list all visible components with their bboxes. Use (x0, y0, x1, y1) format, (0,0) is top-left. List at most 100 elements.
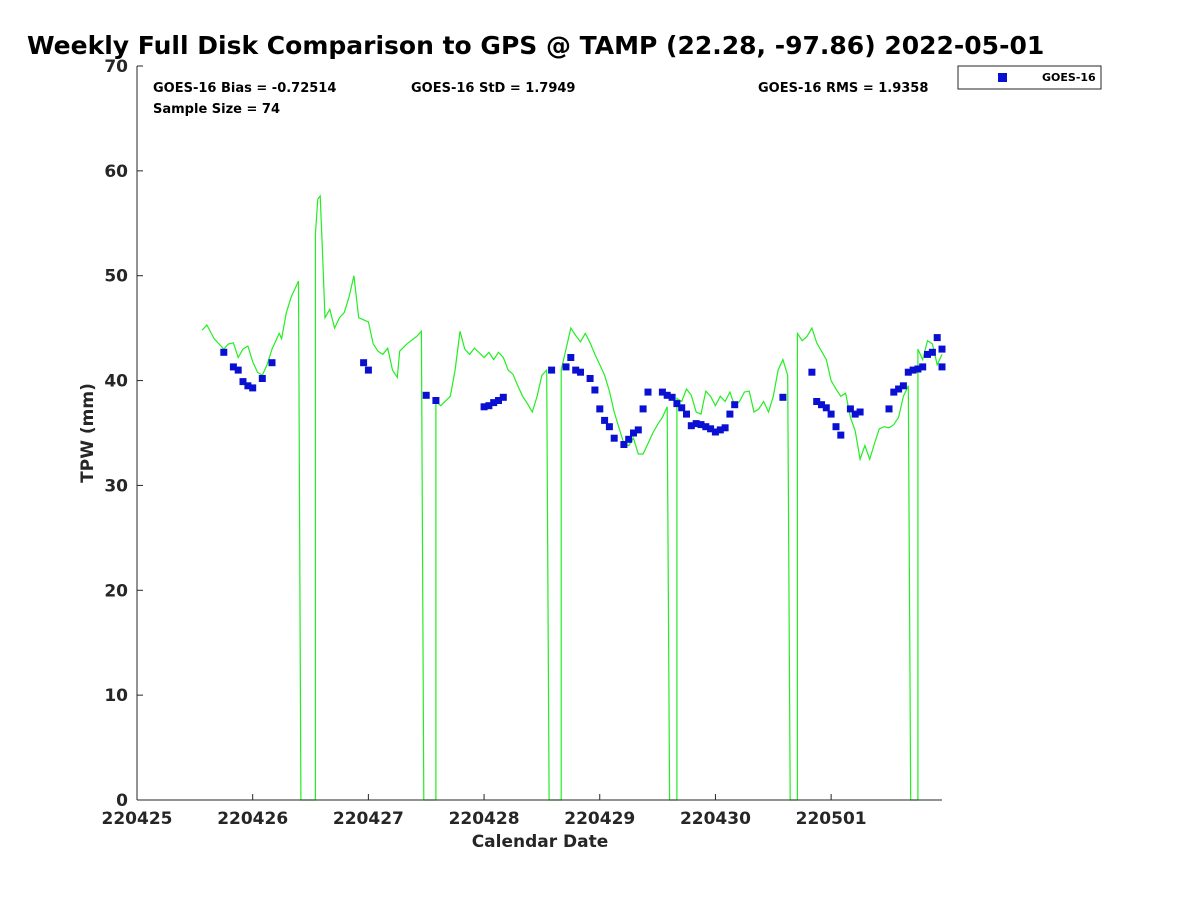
x-axis-ticks: 220425 220426 220427 220428 220429 220430 2205… (102, 794, 867, 829)
y-tick-label: 50 (104, 267, 128, 287)
y-tick-label: 20 (104, 581, 128, 601)
goes-16-point (239, 378, 247, 386)
goes-16-point (909, 366, 917, 374)
goes-16-point (914, 365, 922, 373)
y-tick-label: 0 (116, 791, 128, 811)
goes-16-point (832, 423, 840, 431)
goes-16-point (572, 366, 580, 374)
goes-16-point (928, 348, 936, 356)
legend-marker-goes-16 (998, 73, 1007, 82)
goes-16-point (808, 368, 816, 376)
goes-16-point (596, 405, 604, 413)
goes-16-point (577, 368, 584, 376)
goes-16-point (668, 393, 676, 401)
goes-16-point (625, 435, 633, 443)
goes-16-point (885, 405, 893, 413)
goes-16-point (924, 350, 931, 358)
legend: GOES-16 (957, 65, 1102, 90)
goes-16-point (630, 429, 637, 437)
goes-16-point (846, 405, 854, 413)
goes-16-point (822, 404, 830, 412)
axes: 0 10 20 30 40 50 60 70 220425 220426 220427 220428… (102, 57, 942, 829)
goes-16-point (268, 359, 276, 367)
x-axis-label: Calendar Date (472, 832, 609, 852)
goes-16-point (687, 422, 695, 430)
legend-entry-goes-16: GOES-16 (1042, 71, 1096, 84)
y-axis-label: TPW (mm) (78, 383, 98, 483)
sample-size-annotation: Sample Size = 74 (153, 102, 280, 117)
goes-16-point (422, 391, 430, 399)
goes-16-point (813, 398, 821, 405)
goes-16-point (673, 400, 681, 408)
goes-16-point (895, 385, 903, 393)
goes-16-point (716, 426, 724, 434)
goes-16-point (837, 431, 845, 439)
statistics-annotations: GOES-16 Bias = -0.72514 GOES-16 StD = 1.… (153, 81, 928, 117)
y-tick-label: 10 (104, 686, 128, 706)
goes-16-point (899, 382, 907, 390)
x-tick-label: 220426 (217, 809, 288, 829)
goes-16-point (683, 410, 690, 418)
goes-16-point (692, 420, 700, 428)
goes-16-point (567, 354, 575, 361)
y-tick-label: 40 (104, 372, 128, 392)
goes-16-point (601, 416, 609, 424)
goes-16-point (856, 408, 864, 416)
bias-annotation: GOES-16 Bias = -0.72514 (153, 81, 336, 96)
x-tick-label: 220429 (564, 809, 635, 829)
goes-16-point (818, 401, 825, 409)
goes-16-point (890, 388, 898, 396)
goes-16-point (586, 375, 594, 382)
goes-16-point (485, 402, 493, 410)
y-tick-label: 60 (104, 162, 128, 182)
std-annotation: GOES-16 StD = 1.7949 (411, 81, 575, 96)
goes-16-point (480, 403, 488, 411)
goes-16-point (229, 363, 237, 371)
goes-16-point (220, 348, 228, 356)
goes-16-point (731, 401, 739, 409)
goes-16-point (721, 424, 729, 432)
goes-16-point (644, 388, 652, 396)
y-axis-ticks: 0 10 20 30 40 50 60 70 (104, 57, 143, 811)
goes-16-point (605, 423, 613, 431)
x-tick-label: 220501 (796, 809, 867, 829)
x-tick-label: 220428 (449, 809, 520, 829)
gps-line (201, 194, 943, 801)
goes-16-point (933, 334, 941, 342)
goes-16-point (610, 434, 618, 442)
goes-16-point (707, 425, 715, 433)
x-tick-label: 220425 (102, 809, 173, 829)
goes-16-point (244, 382, 252, 390)
goes-16-point (938, 345, 946, 353)
goes-16-point (938, 363, 946, 371)
goes-16-point (432, 397, 440, 404)
goes-16-point (851, 410, 859, 418)
goes-16-point (919, 363, 927, 371)
goes-16-point (711, 428, 719, 436)
y-tick-label: 30 (104, 476, 128, 496)
rms-annotation: GOES-16 RMS = 1.9358 (758, 81, 928, 96)
goes-16-point (779, 393, 787, 401)
goes-16-point (562, 363, 570, 371)
goes-16-point (490, 399, 498, 407)
goes-16-point (249, 384, 257, 392)
plot-background (137, 66, 942, 800)
y-tick-label: 70 (104, 57, 128, 77)
chart-title: Weekly Full Disk Comparison to GPS @ TAM… (27, 31, 1044, 60)
goes-16-point (663, 391, 671, 399)
x-tick-label: 220427 (333, 809, 404, 829)
legend-box (957, 65, 1102, 90)
goes-16-point (620, 441, 628, 448)
goes-16-point (702, 423, 710, 431)
goes-16-point (726, 410, 734, 418)
goes-16-point (360, 359, 368, 367)
goes-16-point (591, 386, 599, 394)
gps-series (201, 194, 943, 801)
plot-area (137, 66, 946, 801)
goes-16-point (639, 405, 647, 413)
goes-16-point (634, 426, 642, 434)
goes-16-point (234, 366, 242, 374)
goes-16-point (904, 368, 912, 376)
goes-16-point (499, 393, 507, 401)
